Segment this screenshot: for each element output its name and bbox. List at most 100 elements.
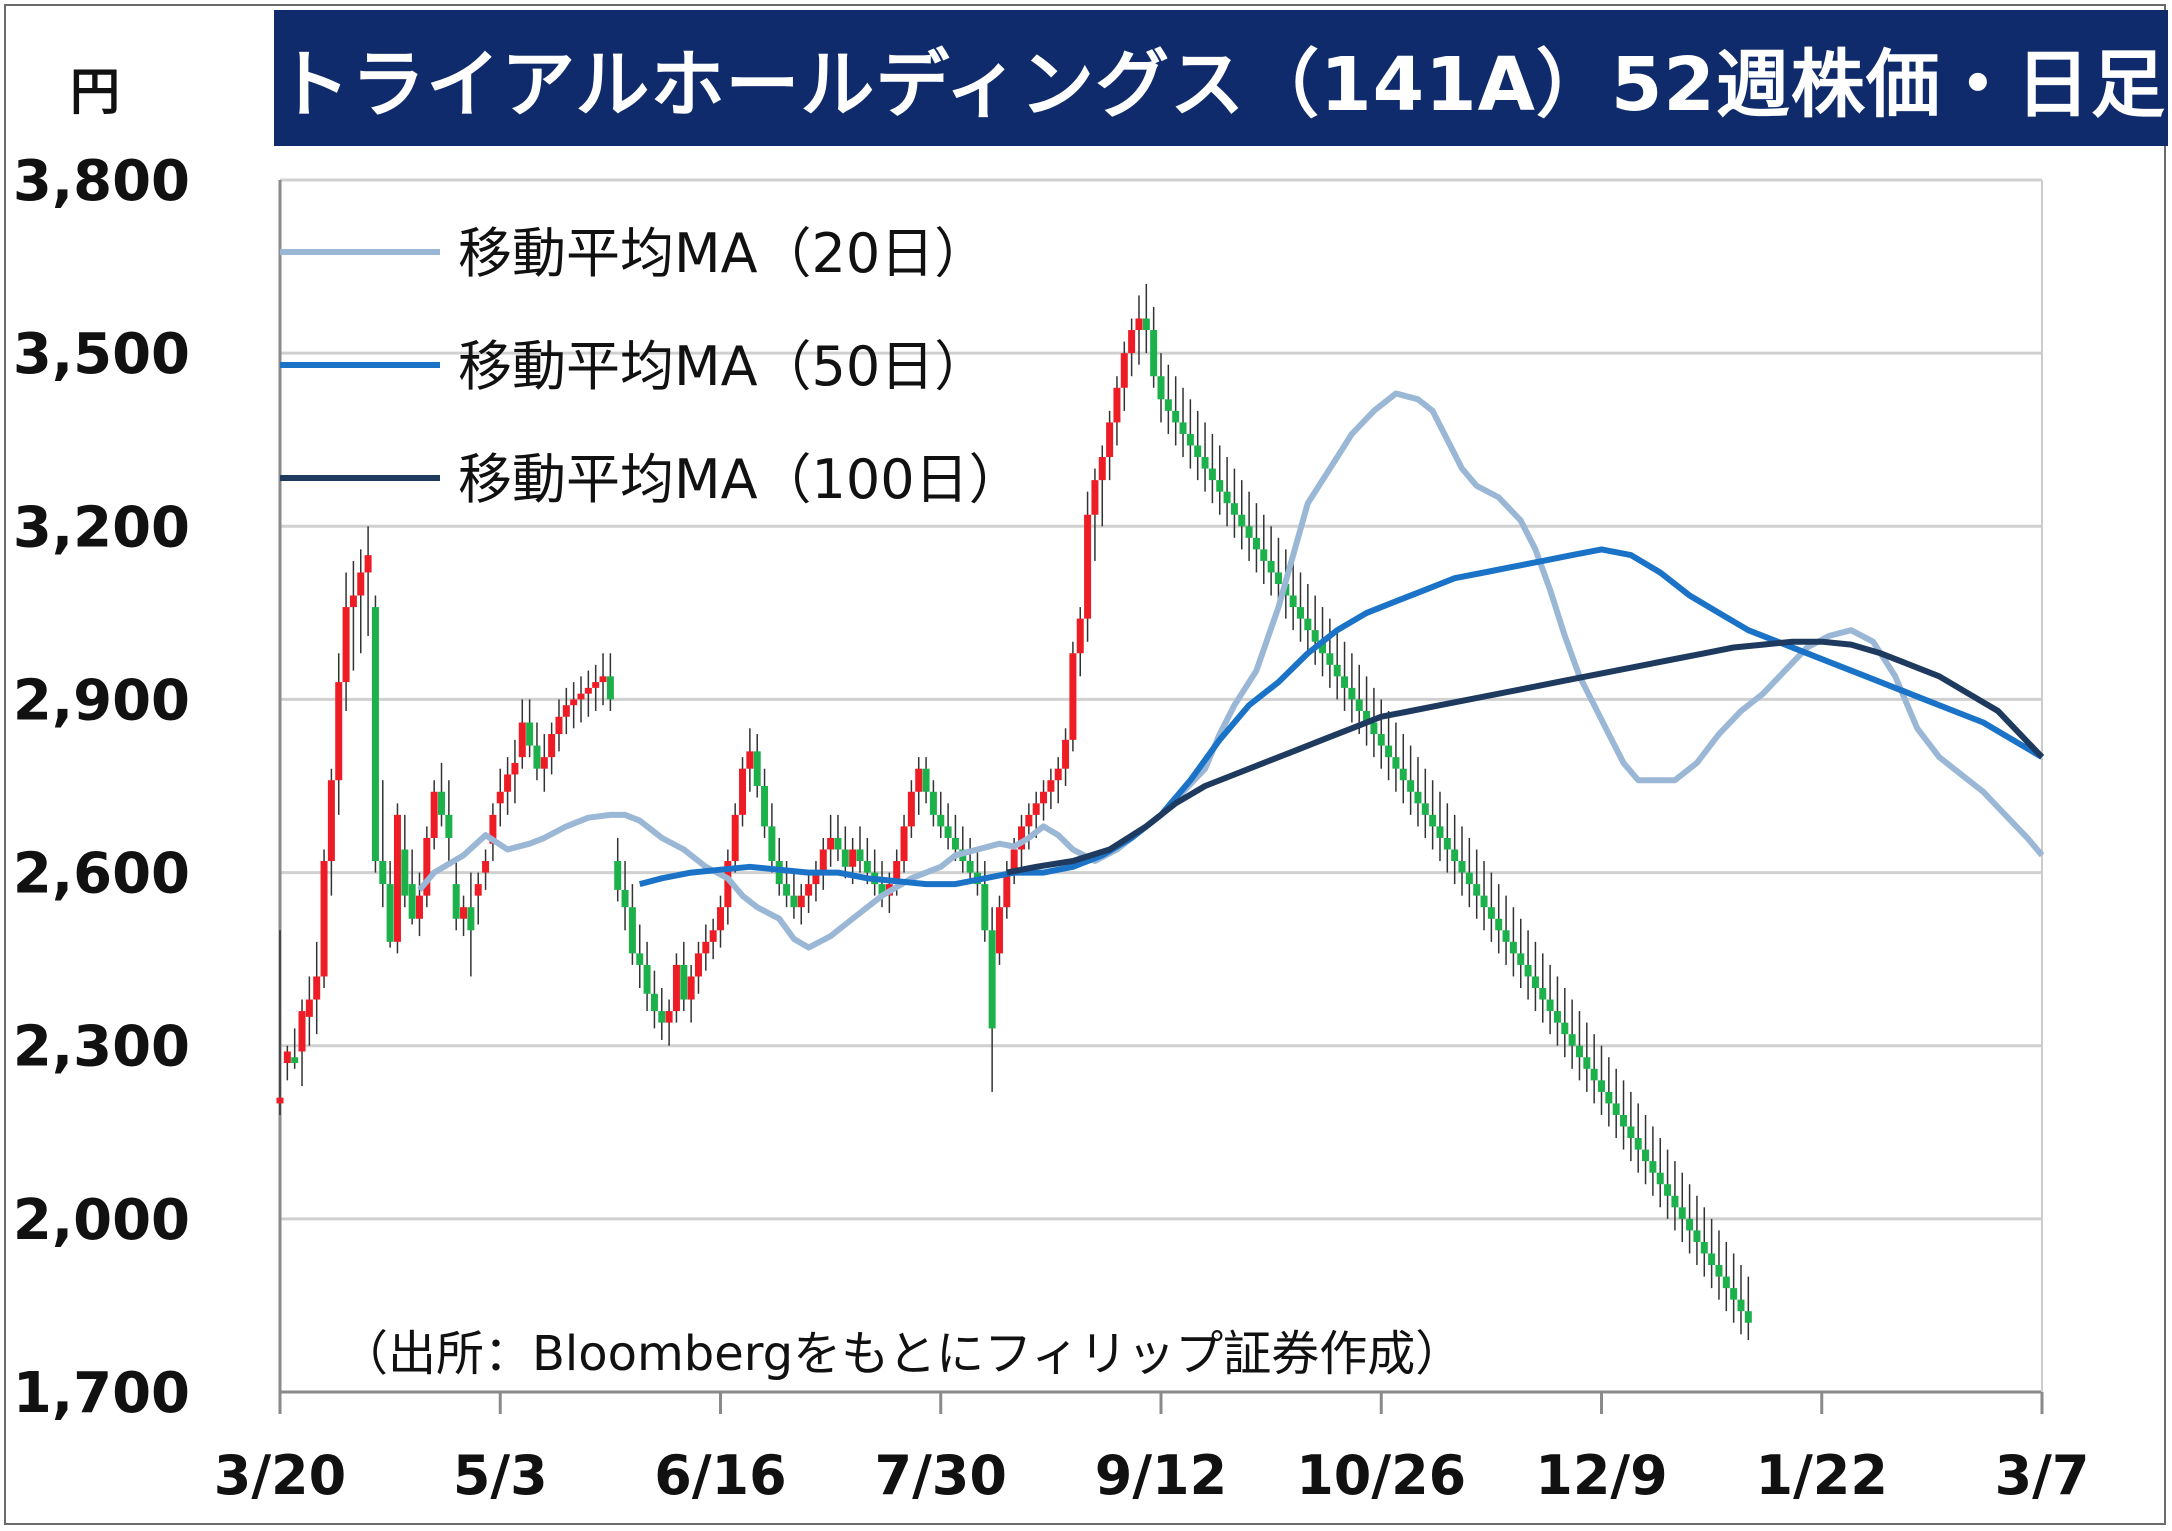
candle-body: [1150, 330, 1158, 377]
candle-body: [430, 791, 438, 838]
candle-body: [951, 837, 959, 850]
candle-body: [1531, 976, 1539, 988]
candle-body: [1480, 895, 1488, 908]
candle-body: [555, 716, 563, 735]
candle-body: [1252, 537, 1260, 550]
candle-body: [621, 889, 629, 908]
candle-body: [379, 861, 387, 885]
candle-body: [460, 907, 468, 919]
candle-body: [981, 884, 989, 931]
candle-body: [797, 895, 805, 908]
candle-body: [915, 768, 923, 792]
candle-body: [415, 895, 423, 919]
candle-body: [1436, 826, 1444, 838]
candle-body: [445, 814, 453, 838]
candle-body: [929, 791, 937, 815]
candle-body: [1289, 595, 1297, 608]
candle-body: [1245, 526, 1253, 538]
candle-body: [900, 826, 908, 862]
candle-body: [1502, 930, 1510, 942]
ma100-line: [1006, 638, 2045, 876]
candle-body: [790, 895, 798, 908]
candle-body: [1495, 918, 1503, 931]
candle-body: [1113, 387, 1121, 423]
candle-body: [1069, 653, 1077, 740]
candle-body: [1392, 757, 1400, 769]
candle-body: [636, 953, 644, 965]
candle-body: [1304, 618, 1312, 631]
candle-body: [878, 884, 886, 896]
candle-body: [526, 722, 534, 746]
candle-body: [1025, 814, 1033, 827]
candle-body: [658, 1011, 666, 1023]
candle-body: [540, 757, 548, 769]
candle-body: [291, 1057, 299, 1064]
candle-body: [1583, 1057, 1591, 1069]
y-tick-label: 2,300: [13, 1015, 190, 1080]
candle-body: [907, 791, 915, 827]
candle-body: [1598, 1080, 1605, 1092]
candle-body: [1355, 699, 1363, 711]
candle-body: [1686, 1218, 1694, 1231]
candle-body: [1620, 1114, 1628, 1127]
x-tick-label: 7/30: [875, 1444, 1007, 1507]
candle-body: [1385, 745, 1393, 758]
candle-body: [518, 722, 526, 758]
candle-body: [1649, 1161, 1657, 1173]
candle-body: [1032, 803, 1040, 815]
candle-body: [1120, 353, 1128, 388]
candle-body: [1106, 422, 1114, 458]
candle-body: [812, 872, 820, 885]
candle-body: [1605, 1091, 1613, 1104]
candle-body: [1487, 907, 1495, 919]
candle-body: [739, 768, 747, 815]
candle-body: [511, 762, 519, 775]
candle-body: [1715, 1265, 1723, 1277]
candle-body: [1524, 964, 1532, 977]
candle-body: [1730, 1288, 1738, 1300]
candle-body: [1664, 1184, 1672, 1196]
candle-body: [1040, 791, 1048, 804]
candle-body: [1414, 791, 1422, 804]
candle-body: [1737, 1299, 1745, 1312]
candle-body: [694, 953, 702, 977]
candle-body: [1473, 884, 1481, 896]
candle-body: [1429, 814, 1437, 827]
candle-body: [1722, 1276, 1730, 1289]
candle-body: [1047, 780, 1055, 792]
x-tick-label: 10/26: [1296, 1444, 1466, 1507]
candle-body: [1230, 503, 1238, 515]
candle-body: [1091, 480, 1099, 515]
candle-body: [1546, 999, 1554, 1012]
candle-body: [680, 964, 688, 1000]
legend-label: 移動平均MA（20日）: [458, 222, 988, 285]
candle-body: [386, 884, 394, 942]
candle-body: [1326, 653, 1334, 665]
candle-body: [298, 1011, 306, 1052]
x-tick-label: 5/3: [453, 1444, 548, 1507]
candle-body: [1575, 1045, 1583, 1058]
x-tick-label: 3/20: [214, 1444, 346, 1507]
candle-body: [753, 751, 761, 786]
candle-body: [834, 837, 842, 850]
candle-body: [364, 555, 372, 573]
y-tick-label: 2,000: [13, 1188, 190, 1253]
candle-body: [474, 884, 482, 896]
candle-body: [1076, 618, 1084, 654]
candle-body: [1208, 468, 1216, 481]
candle-body: [783, 884, 791, 896]
candle-body: [643, 964, 651, 994]
candle-body: [606, 676, 614, 700]
candle-body: [1296, 607, 1304, 619]
x-tick-label: 9/12: [1095, 1444, 1227, 1507]
candle-body: [995, 907, 1003, 954]
candle-body: [342, 607, 350, 683]
ma50-line: [638, 546, 2044, 888]
candle-body: [1377, 734, 1385, 746]
candle-body: [746, 751, 754, 769]
candle-body: [937, 814, 945, 827]
y-tick-label: 2,900: [13, 668, 190, 733]
candle-body: [687, 976, 695, 1000]
candle-body: [709, 930, 717, 942]
legend-label: 移動平均MA（50日）: [458, 335, 988, 398]
